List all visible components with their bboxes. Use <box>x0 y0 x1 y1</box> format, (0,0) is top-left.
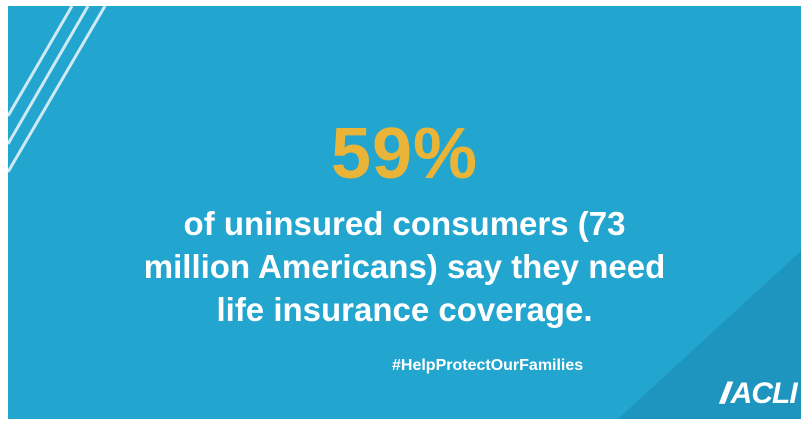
description-line: of uninsured consumers (73 <box>183 205 626 242</box>
logo-slashes-icon: // <box>720 377 730 410</box>
acli-logo: //ACLI <box>720 377 798 410</box>
stripe-line-3 <box>8 6 107 173</box>
bottom-right-shade <box>618 251 801 419</box>
logo-text: ACLI <box>730 377 798 410</box>
description-line: life insurance coverage. <box>216 291 593 328</box>
description-line: million Americans) say they need <box>143 248 666 285</box>
campaign-hashtag: #HelpProtectOurFamilies <box>392 357 584 374</box>
decorative-stripes <box>8 6 801 419</box>
statistic-description: of uninsured consumers (73 million Ameri… <box>68 202 741 331</box>
stripe-line-1 <box>8 6 74 117</box>
stripe-line-2 <box>8 6 90 145</box>
infographic-card: 59% of uninsured consumers (73 million A… <box>8 6 801 419</box>
headline-statistic: 59% <box>330 114 479 194</box>
